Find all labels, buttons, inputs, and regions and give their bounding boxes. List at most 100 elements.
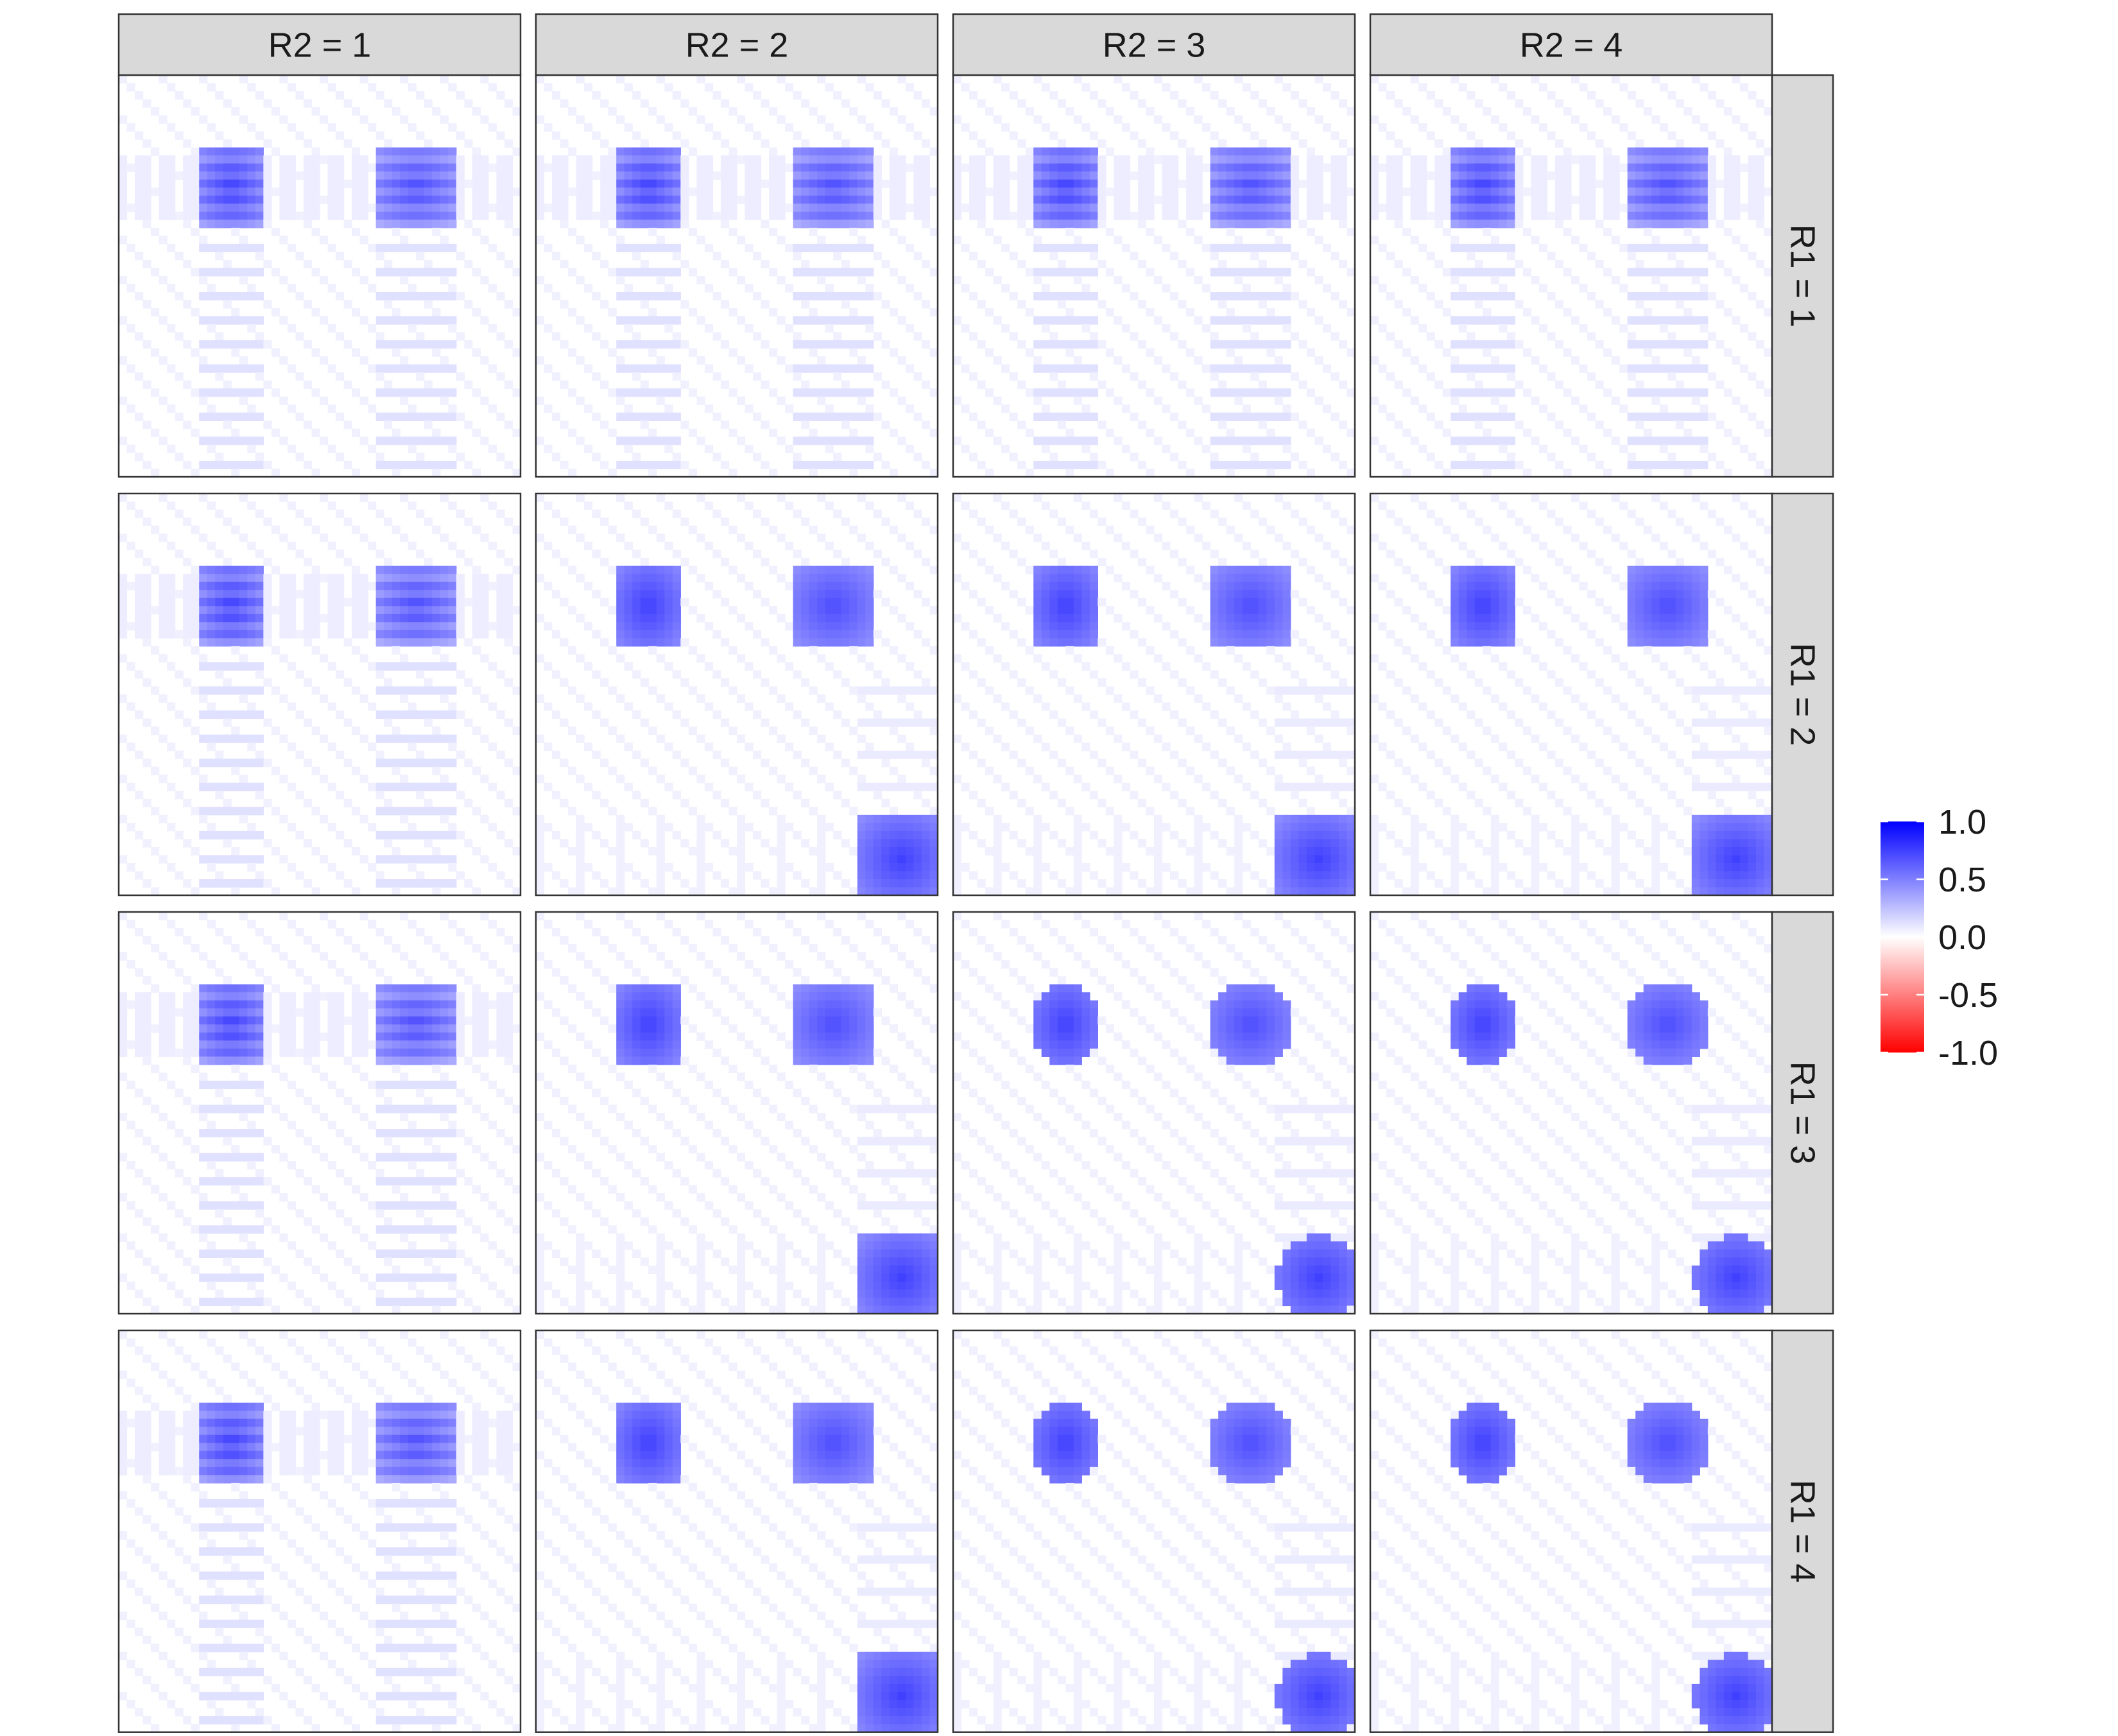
heatmap-cell	[728, 646, 737, 655]
heatmap-cell	[1707, 412, 1716, 421]
heatmap-cell	[480, 533, 489, 542]
heatmap-cell	[440, 734, 449, 743]
heatmap-cell	[392, 195, 400, 204]
heatmap-cell	[977, 99, 986, 108]
heatmap-cell	[1017, 179, 1026, 188]
heatmap-cell	[408, 412, 417, 421]
heatmap-cell	[416, 510, 425, 519]
heatmap-cell	[656, 494, 665, 503]
heatmap-cell	[1563, 388, 1572, 397]
heatmap-cell	[1338, 163, 1348, 172]
heatmap-cell	[303, 879, 313, 888]
heatmap-cell	[199, 775, 208, 784]
heatmap-cell	[849, 565, 858, 574]
heatmap-cell	[126, 501, 135, 510]
heatmap-cell	[833, 131, 842, 140]
heatmap-cell	[1675, 195, 1684, 204]
heatmap-cell	[1755, 99, 1765, 108]
heatmap-cell	[616, 654, 625, 663]
heatmap-cell	[632, 179, 641, 188]
heatmap-cell	[825, 460, 834, 470]
heatmap-cell	[801, 179, 810, 188]
heatmap-cell	[496, 179, 505, 188]
heatmap-cell	[311, 268, 320, 277]
heatmap-cell	[416, 614, 425, 623]
heatmap-cell	[1474, 292, 1483, 301]
heatmap-cell	[247, 243, 256, 253]
heatmap-cell	[1210, 155, 1219, 164]
heatmap-cell	[584, 163, 593, 172]
heatmap-cell	[440, 276, 449, 285]
heatmap-cell	[1121, 123, 1131, 132]
heatmap-cell	[1474, 219, 1483, 228]
heatmap-cell	[1170, 412, 1179, 421]
heatmap-cell	[1001, 211, 1010, 220]
heatmap-cell	[793, 163, 802, 172]
heatmap-cell	[320, 195, 329, 204]
heatmap-cell	[648, 203, 657, 212]
heatmap-cell	[384, 203, 393, 212]
heatmap-cell	[151, 526, 160, 535]
heatmap-cell	[336, 91, 345, 100]
heatmap-cell	[1282, 436, 1291, 445]
heatmap-cell	[961, 444, 970, 454]
heatmap-cell	[1506, 316, 1515, 325]
heatmap-cell	[400, 597, 409, 606]
heatmap-cell	[375, 452, 384, 461]
heatmap-cell	[231, 219, 240, 228]
heatmap-cell	[215, 597, 224, 606]
heatmap-cell	[167, 614, 176, 623]
heatmap-cell	[239, 163, 248, 172]
heatmap-cell	[1579, 83, 1588, 92]
heatmap-cell	[223, 163, 232, 172]
heatmap-cell	[1186, 155, 1195, 164]
heatmap-cell	[311, 147, 320, 156]
heatmap-cell	[865, 622, 874, 631]
heatmap-cell	[126, 782, 135, 791]
heatmap-cell	[287, 823, 297, 832]
heatmap-cell	[1386, 372, 1395, 381]
heatmap-cell	[881, 558, 890, 567]
heatmap-cell	[1274, 203, 1283, 212]
heatmap-cell	[384, 590, 393, 599]
heatmap-cell	[1442, 107, 1451, 116]
heatmap-cell	[1210, 332, 1219, 341]
heatmap-cell	[1041, 211, 1050, 220]
heatmap-cell	[512, 606, 521, 615]
heatmap-cell	[1322, 123, 1332, 132]
heatmap-cell	[1266, 107, 1275, 116]
heatmap-cell	[432, 855, 441, 864]
heatmap-cell	[1218, 147, 1227, 156]
heatmap-cell	[857, 581, 866, 590]
heatmap-cell	[608, 179, 617, 188]
heatmap-cell	[119, 630, 128, 639]
heatmap-cell	[440, 574, 449, 583]
heatmap-cell	[400, 364, 409, 373]
heatmap-cell	[119, 494, 128, 503]
heatmap-cell	[921, 187, 931, 196]
heatmap-cell	[552, 179, 561, 188]
heatmap-cell	[448, 364, 457, 373]
heatmap-cell	[384, 292, 393, 301]
heatmap-cell	[392, 147, 400, 156]
heatmap-cell	[416, 565, 425, 574]
heatmap-cell	[793, 581, 802, 590]
heatmap-cell	[1170, 171, 1179, 180]
heatmap-cell	[921, 259, 931, 269]
heatmap-cell	[1258, 99, 1267, 108]
heatmap-cell	[648, 179, 657, 188]
heatmap-cell	[207, 759, 216, 768]
heatmap-cell	[1683, 388, 1692, 397]
heatmap-cell	[400, 171, 409, 180]
heatmap-cell	[993, 163, 1002, 172]
heatmap-cell	[664, 501, 673, 510]
heatmap-cell	[359, 195, 368, 204]
heatmap-cell	[1065, 107, 1074, 116]
heatmap-cell	[384, 565, 393, 574]
heatmap-cell	[1065, 187, 1074, 196]
heatmap-cell	[1675, 364, 1684, 373]
heatmap-cell	[1290, 452, 1299, 461]
heatmap-cell	[480, 581, 489, 590]
heatmap-cell	[207, 195, 216, 204]
heatmap-cell	[817, 630, 826, 639]
